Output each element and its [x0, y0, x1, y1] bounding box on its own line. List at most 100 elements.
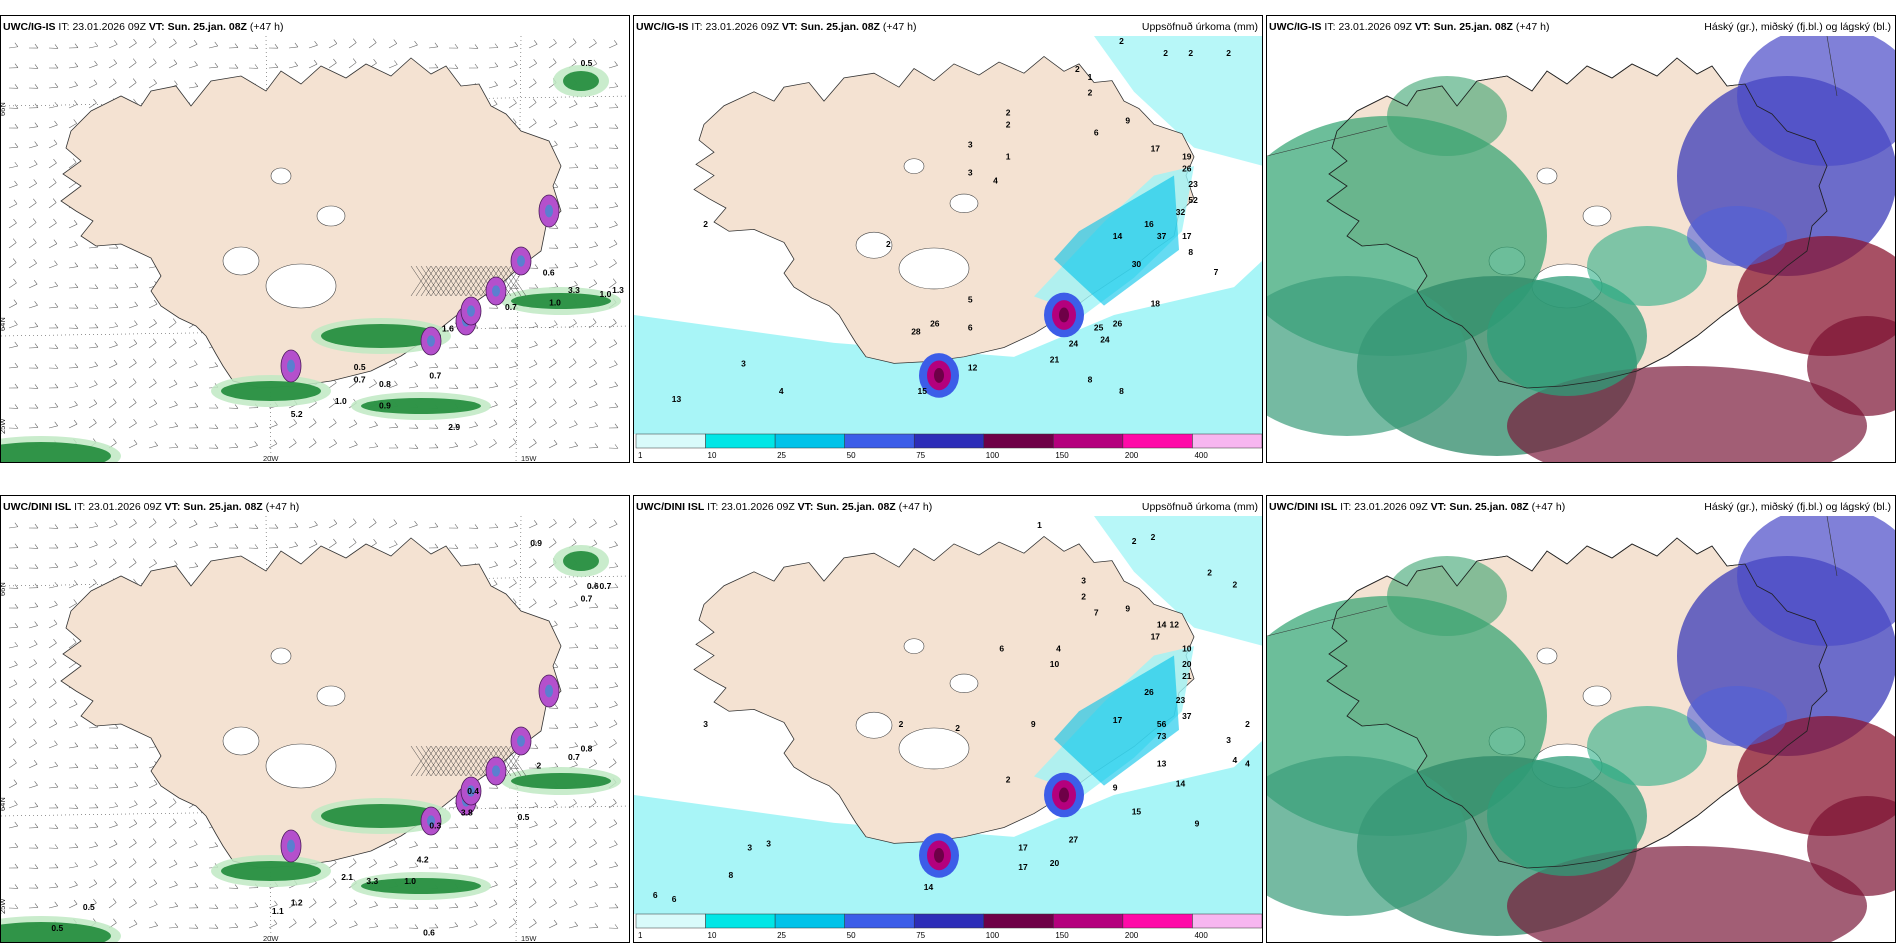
legend-tick: 150 [1055, 451, 1069, 460]
legend-swatch [844, 433, 915, 449]
lead-time: (+47 h) [1531, 501, 1566, 513]
map-value-label: 6 [1094, 129, 1099, 138]
cloud-cover-area [1267, 756, 1467, 916]
model-label: UWC/DINI ISL [3, 501, 72, 513]
map-value-label: 13 [1157, 760, 1167, 769]
legend-tick: 10 [708, 931, 717, 940]
panel-header: UWC/DINI ISL IT: 23.01.2026 09Z VT: Sun.… [3, 501, 299, 513]
cloud-cover-area [1687, 206, 1787, 266]
map-value-label: 21 [1182, 672, 1192, 681]
panel-precip-dini: UWC/DINI ISL IT: 23.01.2026 09Z VT: Sun.… [633, 495, 1263, 943]
legend-tick: 75 [916, 451, 925, 460]
vt-value: Sun. 25.jan. 08Z [1433, 21, 1513, 33]
vt-label: VT: [164, 501, 181, 513]
map-value-label: 2 [955, 724, 960, 733]
axis-label-lon-right: 15W [521, 934, 537, 943]
map-value-label: 0.5 [83, 902, 95, 912]
legend-swatch [635, 913, 706, 929]
map-value-label: 2 [1088, 89, 1093, 98]
legend-tick: 1 [638, 931, 643, 940]
map-value-label: 15 [1132, 808, 1142, 817]
map-value-label: 3 [766, 840, 771, 849]
map-value-label: 21 [1050, 356, 1060, 365]
map-value-label: 3 [968, 141, 973, 150]
map-value-label: 1.0 [404, 876, 416, 886]
cloud-cover-area [1737, 36, 1895, 166]
lead-time: (+47 h) [898, 501, 933, 513]
map-value-label: 0.7 [354, 375, 366, 385]
precip-color-legend: 1 10 25 50 75 100 150 200 400 [635, 913, 1262, 940]
snow-hatch [410, 745, 527, 777]
axis-label-corner: 25W [1, 418, 7, 434]
it-value: 23.01.2026 09Z [72, 21, 146, 33]
legend-swatch [983, 433, 1054, 449]
map-value-label: 4.2 [417, 855, 429, 865]
legend-tick: 25 [777, 931, 786, 940]
cloud-cover-area [1587, 226, 1707, 306]
map-value-label: 3.8 [461, 808, 473, 818]
vt-label: VT: [148, 21, 165, 33]
panel-cloud-igis: UWC/IG-IS IT: 23.01.2026 09Z VT: Sun. 25… [1266, 15, 1896, 463]
map-value-label: 12 [968, 364, 978, 373]
map-value-label: 5.2 [291, 409, 303, 419]
legend-swatch [1053, 433, 1124, 449]
map-value-label: 14 [924, 883, 934, 892]
it-label: IT: [74, 501, 86, 513]
map-value-label: 17 [1018, 863, 1028, 872]
map-value-label: 25 [1094, 324, 1104, 333]
map-value-label: 17 [1018, 844, 1028, 853]
panel-header: UWC/DINI ISL IT: 23.01.2026 09Z VT: Sun.… [1269, 501, 1565, 513]
map-value-label: 24 [1100, 336, 1110, 345]
map-value-label: 6 [653, 891, 658, 900]
map-value-label: 2.1 [341, 872, 353, 882]
legend-swatch [774, 433, 845, 449]
legend-tick: 100 [986, 451, 1000, 460]
legend-tick: 50 [847, 931, 856, 940]
legend-swatch [705, 913, 776, 929]
precip-color-legend: 1 10 25 50 75 100 150 200 400 [635, 433, 1262, 460]
panel-wind-igis: UWC/IG-IS IT: 23.01.2026 09Z VT: Sun. 25… [0, 15, 630, 463]
axis-label-lat-mid: 64N [1, 317, 7, 331]
map-value-label: 16 [1144, 220, 1154, 229]
map-value-label: 2 [886, 240, 891, 249]
axis-label-corner: 25W [1, 898, 7, 914]
map-value-label: 3.3 [366, 876, 378, 886]
map-value-label: 24 [1069, 340, 1079, 349]
legend-swatch [1192, 913, 1262, 929]
vt-label: VT: [1430, 501, 1447, 513]
vt-value: Sun. 25.jan. 08Z [167, 21, 247, 33]
map-value-label: 2 [537, 761, 542, 771]
map-value-label: 3 [1226, 736, 1231, 745]
axis-label-lat-top: 66N [1, 102, 7, 116]
map-value-label: 9 [1195, 820, 1200, 829]
map-value-label: 26 [1144, 688, 1154, 697]
cloud-cover-area [1807, 796, 1895, 896]
map-value-label: 2 [1006, 776, 1011, 785]
legend-swatch [983, 913, 1054, 929]
cloud-cover-area [1587, 706, 1707, 786]
map-value-label: 26 [1113, 320, 1123, 329]
map-value-label: 3 [747, 844, 752, 853]
map-value-label: 2 [1006, 121, 1011, 130]
map-value-label: 14 [1176, 780, 1186, 789]
legend-tick: 400 [1194, 931, 1208, 940]
map-value-label: 32 [1176, 208, 1186, 217]
map-value-label: 0.6 [543, 268, 555, 278]
map-value-label: 0.7 [568, 752, 580, 762]
vt-value: Sun. 25.jan. 08Z [183, 501, 263, 513]
map-value-label: 8 [1088, 376, 1093, 385]
it-label: IT: [1340, 501, 1352, 513]
legend-tick: 1 [638, 451, 643, 460]
map-value-label: 9 [1031, 720, 1036, 729]
it-label: IT: [58, 21, 70, 33]
panel-header: UWC/IG-IS IT: 23.01.2026 09Z VT: Sun. 25… [3, 21, 283, 33]
axis-label-lat-mid: 64N [1, 797, 7, 811]
cloud-cover-area [1737, 516, 1895, 646]
map-value-label: 2 [899, 720, 904, 729]
map-value-label: 4 [1245, 760, 1250, 769]
map-value-label: 19 [1182, 153, 1192, 162]
map-value-label: 3 [1081, 577, 1086, 586]
